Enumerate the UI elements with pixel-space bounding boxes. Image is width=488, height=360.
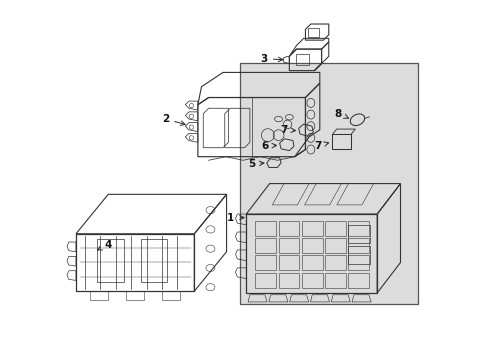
Bar bbox=[301, 238, 322, 253]
Bar bbox=[301, 255, 322, 270]
Text: 5: 5 bbox=[247, 159, 264, 169]
Bar bbox=[296, 54, 308, 65]
Bar bbox=[278, 221, 299, 236]
Bar bbox=[301, 273, 322, 288]
Bar bbox=[255, 255, 276, 270]
Bar bbox=[348, 221, 368, 236]
Bar bbox=[301, 221, 322, 236]
Bar bbox=[278, 255, 299, 270]
Text: 6: 6 bbox=[261, 141, 276, 151]
Bar bbox=[97, 239, 124, 282]
Bar bbox=[348, 238, 368, 253]
Bar bbox=[278, 273, 299, 288]
Text: 4: 4 bbox=[97, 239, 112, 250]
Bar bbox=[278, 238, 299, 253]
Text: 3: 3 bbox=[260, 54, 282, 64]
Bar bbox=[325, 273, 346, 288]
Text: 1: 1 bbox=[227, 213, 244, 222]
Bar bbox=[325, 255, 346, 270]
Bar bbox=[348, 255, 368, 270]
Text: 2: 2 bbox=[162, 114, 185, 125]
Bar bbox=[126, 291, 144, 300]
Bar bbox=[140, 239, 167, 282]
Bar bbox=[162, 291, 180, 300]
Bar bbox=[325, 238, 346, 253]
Bar bbox=[325, 221, 346, 236]
Bar bbox=[348, 246, 369, 264]
Bar bbox=[255, 273, 276, 288]
Polygon shape bbox=[240, 63, 418, 304]
Bar bbox=[348, 273, 368, 288]
Text: 7: 7 bbox=[314, 141, 328, 151]
Bar bbox=[255, 238, 276, 253]
Bar bbox=[308, 28, 319, 37]
Bar bbox=[332, 134, 350, 149]
Bar bbox=[348, 225, 369, 243]
Text: 7: 7 bbox=[280, 125, 295, 135]
Bar bbox=[90, 291, 108, 300]
Text: 8: 8 bbox=[334, 109, 348, 119]
Bar bbox=[255, 221, 276, 236]
